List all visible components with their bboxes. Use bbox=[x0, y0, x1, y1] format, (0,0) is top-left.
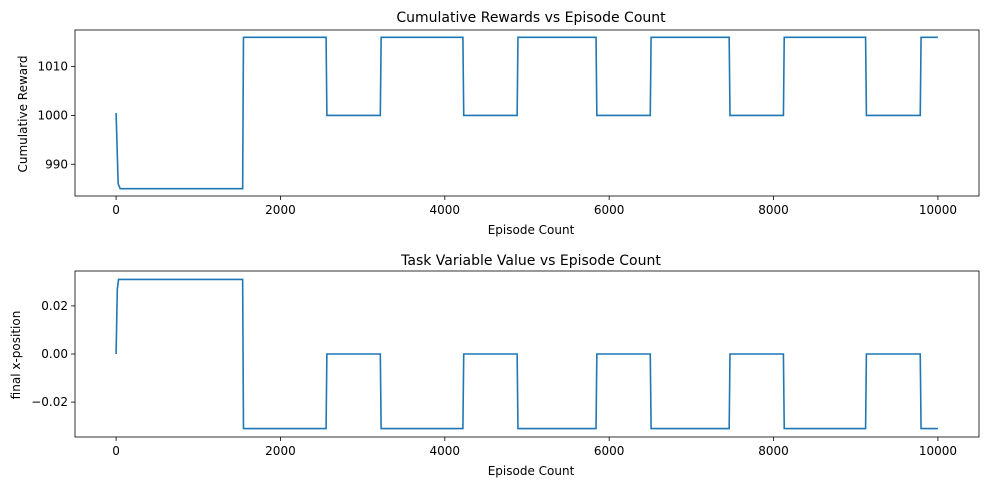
rewards-chart: Cumulative Rewards vs Episode Count Epis… bbox=[16, 10, 980, 237]
y-tick-label: 990 bbox=[45, 157, 68, 171]
x-axis-label: Episode Count bbox=[488, 464, 575, 478]
plot-area: 0 2000 4000 6000 8000 10000 −0.02 0.00 0.02 bbox=[31, 270, 980, 458]
x-tick-label: 0 bbox=[112, 203, 120, 217]
y-axis-label: Cumulative Reward bbox=[16, 56, 30, 173]
y-tick-label: −0.02 bbox=[31, 395, 68, 409]
series-line bbox=[115, 278, 938, 430]
x-tick-label: 4000 bbox=[430, 444, 461, 458]
x-tick-label: 4000 bbox=[430, 203, 461, 217]
x-axis-label: Episode Count bbox=[488, 223, 575, 237]
y-tick-label: 0.02 bbox=[41, 299, 68, 313]
series-line bbox=[115, 36, 938, 190]
y-tick-label: 0.00 bbox=[41, 347, 68, 361]
axes-frame bbox=[74, 270, 980, 438]
x-tick-label: 6000 bbox=[594, 203, 625, 217]
x-tick-label: 2000 bbox=[265, 203, 296, 217]
x-tick-label: 8000 bbox=[758, 203, 789, 217]
x-tick-label: 6000 bbox=[594, 444, 625, 458]
x-tick-label: 10000 bbox=[919, 444, 957, 458]
task-variable-chart: Task Variable Value vs Episode Count Epi… bbox=[9, 253, 980, 478]
x-tick-label: 10000 bbox=[919, 203, 957, 217]
chart-title: Cumulative Rewards vs Episode Count bbox=[396, 10, 666, 26]
x-tick-label: 8000 bbox=[758, 444, 789, 458]
chart-title: Task Variable Value vs Episode Count bbox=[400, 253, 661, 269]
y-axis-label: final x-position bbox=[9, 311, 23, 400]
plot-area: 0 2000 4000 6000 8000 10000 990 1000 1010 bbox=[37, 29, 980, 217]
y-tick-label: 1010 bbox=[37, 60, 68, 74]
x-tick-label: 0 bbox=[112, 444, 120, 458]
y-tick-label: 1000 bbox=[37, 108, 68, 122]
x-tick-label: 2000 bbox=[265, 444, 296, 458]
axes-frame bbox=[74, 29, 980, 197]
